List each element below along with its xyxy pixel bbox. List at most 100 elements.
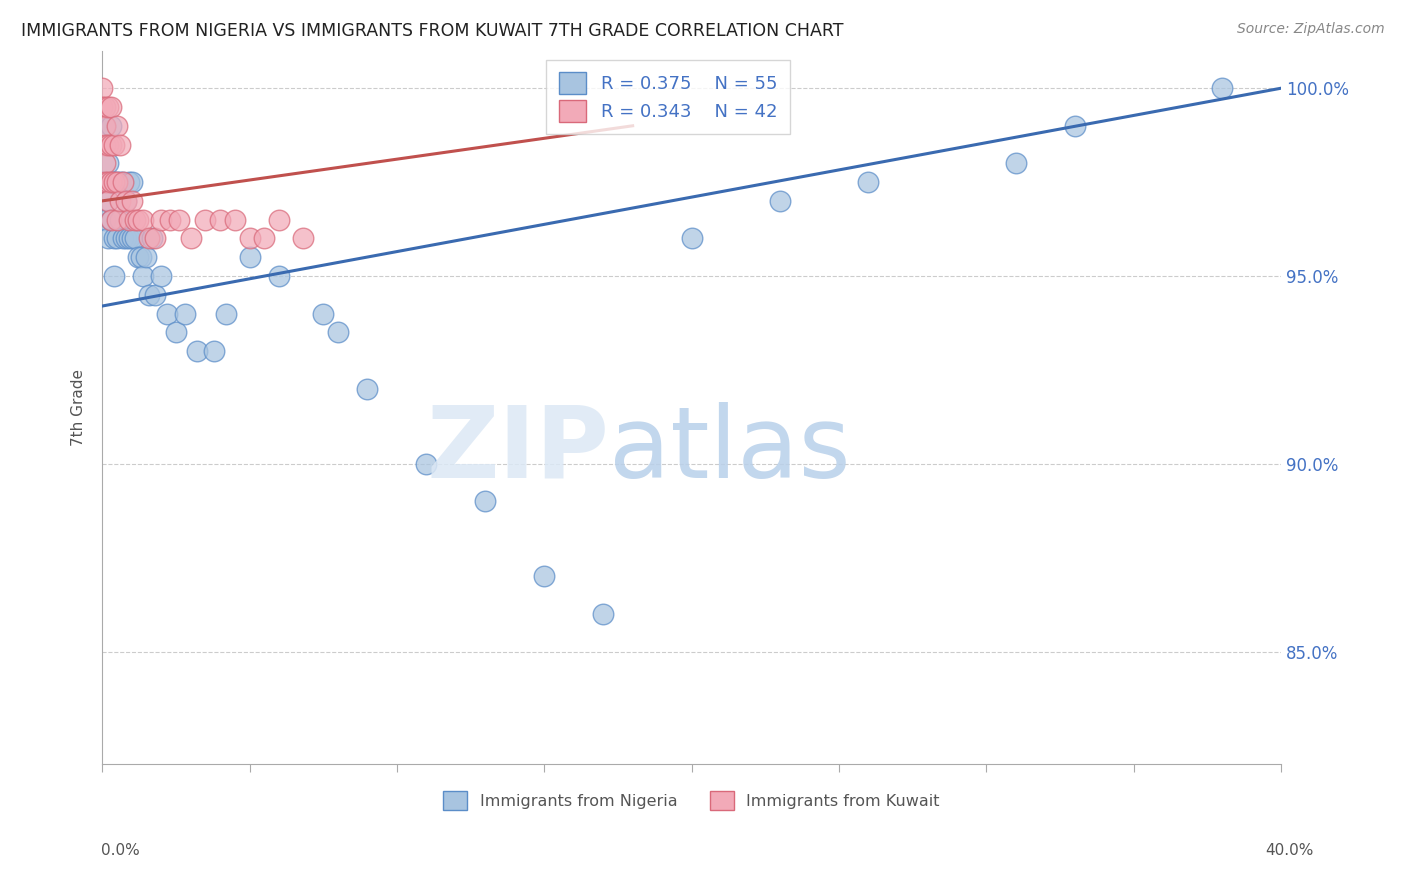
Point <box>291 231 314 245</box>
Point <box>103 137 125 152</box>
Point <box>100 119 122 133</box>
Point <box>94 212 117 227</box>
Text: Source: ZipAtlas.com: Source: ZipAtlas.com <box>1237 22 1385 37</box>
Point <box>121 194 143 208</box>
Point <box>415 457 437 471</box>
Point <box>238 250 260 264</box>
Point <box>592 607 614 621</box>
Point <box>114 231 136 245</box>
Text: 40.0%: 40.0% <box>1265 843 1313 858</box>
Point <box>94 175 117 189</box>
Point <box>138 287 160 301</box>
Point <box>103 175 125 189</box>
Point <box>118 212 141 227</box>
Point <box>97 156 120 170</box>
Point <box>173 307 195 321</box>
Point <box>97 231 120 245</box>
Point <box>858 175 880 189</box>
Point <box>135 250 157 264</box>
Text: ZIP: ZIP <box>426 401 609 499</box>
Point <box>91 100 114 114</box>
Text: IMMIGRANTS FROM NIGERIA VS IMMIGRANTS FROM KUWAIT 7TH GRADE CORRELATION CHART: IMMIGRANTS FROM NIGERIA VS IMMIGRANTS FR… <box>21 22 844 40</box>
Point <box>1211 81 1233 95</box>
Point <box>118 231 141 245</box>
Point <box>143 287 166 301</box>
Point <box>103 268 125 283</box>
Point <box>94 119 117 133</box>
Point <box>111 175 134 189</box>
Point <box>97 137 120 152</box>
Point <box>150 268 173 283</box>
Point <box>769 194 792 208</box>
Point <box>105 175 128 189</box>
Point <box>267 268 290 283</box>
Point <box>118 175 141 189</box>
Point <box>156 307 179 321</box>
Point <box>94 156 117 170</box>
Point <box>91 81 114 95</box>
Point <box>127 250 149 264</box>
Point <box>94 100 117 114</box>
Point <box>356 382 378 396</box>
Point <box>97 194 120 208</box>
Point <box>105 119 128 133</box>
Point <box>138 231 160 245</box>
Point <box>129 250 152 264</box>
Point <box>97 194 120 208</box>
Point <box>100 175 122 189</box>
Point <box>108 175 131 189</box>
Point <box>1063 119 1085 133</box>
Point <box>312 307 335 321</box>
Point <box>150 212 173 227</box>
Point <box>132 212 155 227</box>
Point <box>121 175 143 189</box>
Text: 0.0%: 0.0% <box>101 843 141 858</box>
Point <box>94 175 117 189</box>
Point <box>97 100 120 114</box>
Point <box>209 212 232 227</box>
Point <box>238 231 260 245</box>
Point <box>253 231 276 245</box>
Point <box>91 175 114 189</box>
Point <box>141 231 163 245</box>
Point <box>165 326 187 340</box>
Point <box>111 231 134 245</box>
Point <box>159 212 181 227</box>
Point <box>100 212 122 227</box>
Point <box>143 231 166 245</box>
Point <box>94 119 117 133</box>
Point <box>103 231 125 245</box>
Legend: Immigrants from Nigeria, Immigrants from Kuwait: Immigrants from Nigeria, Immigrants from… <box>437 785 946 817</box>
Point <box>202 344 225 359</box>
Point <box>105 212 128 227</box>
Point <box>124 231 146 245</box>
Point <box>186 344 208 359</box>
Point <box>97 175 120 189</box>
Point <box>94 137 117 152</box>
Point <box>533 569 555 583</box>
Point <box>100 212 122 227</box>
Point <box>111 175 134 189</box>
Text: atlas: atlas <box>609 401 851 499</box>
Point <box>114 194 136 208</box>
Point <box>1004 156 1026 170</box>
Point <box>108 212 131 227</box>
Point <box>180 231 202 245</box>
Point <box>326 326 349 340</box>
Point <box>105 175 128 189</box>
Point <box>194 212 217 227</box>
Point <box>100 175 122 189</box>
Point <box>132 268 155 283</box>
Point <box>121 231 143 245</box>
Point <box>215 307 238 321</box>
Point <box>100 137 122 152</box>
Point <box>100 100 122 114</box>
Point <box>124 212 146 227</box>
Point <box>681 231 703 245</box>
Point <box>114 194 136 208</box>
Point <box>267 212 290 227</box>
Point <box>103 175 125 189</box>
Point <box>108 194 131 208</box>
Point <box>167 212 190 227</box>
Point <box>474 494 496 508</box>
